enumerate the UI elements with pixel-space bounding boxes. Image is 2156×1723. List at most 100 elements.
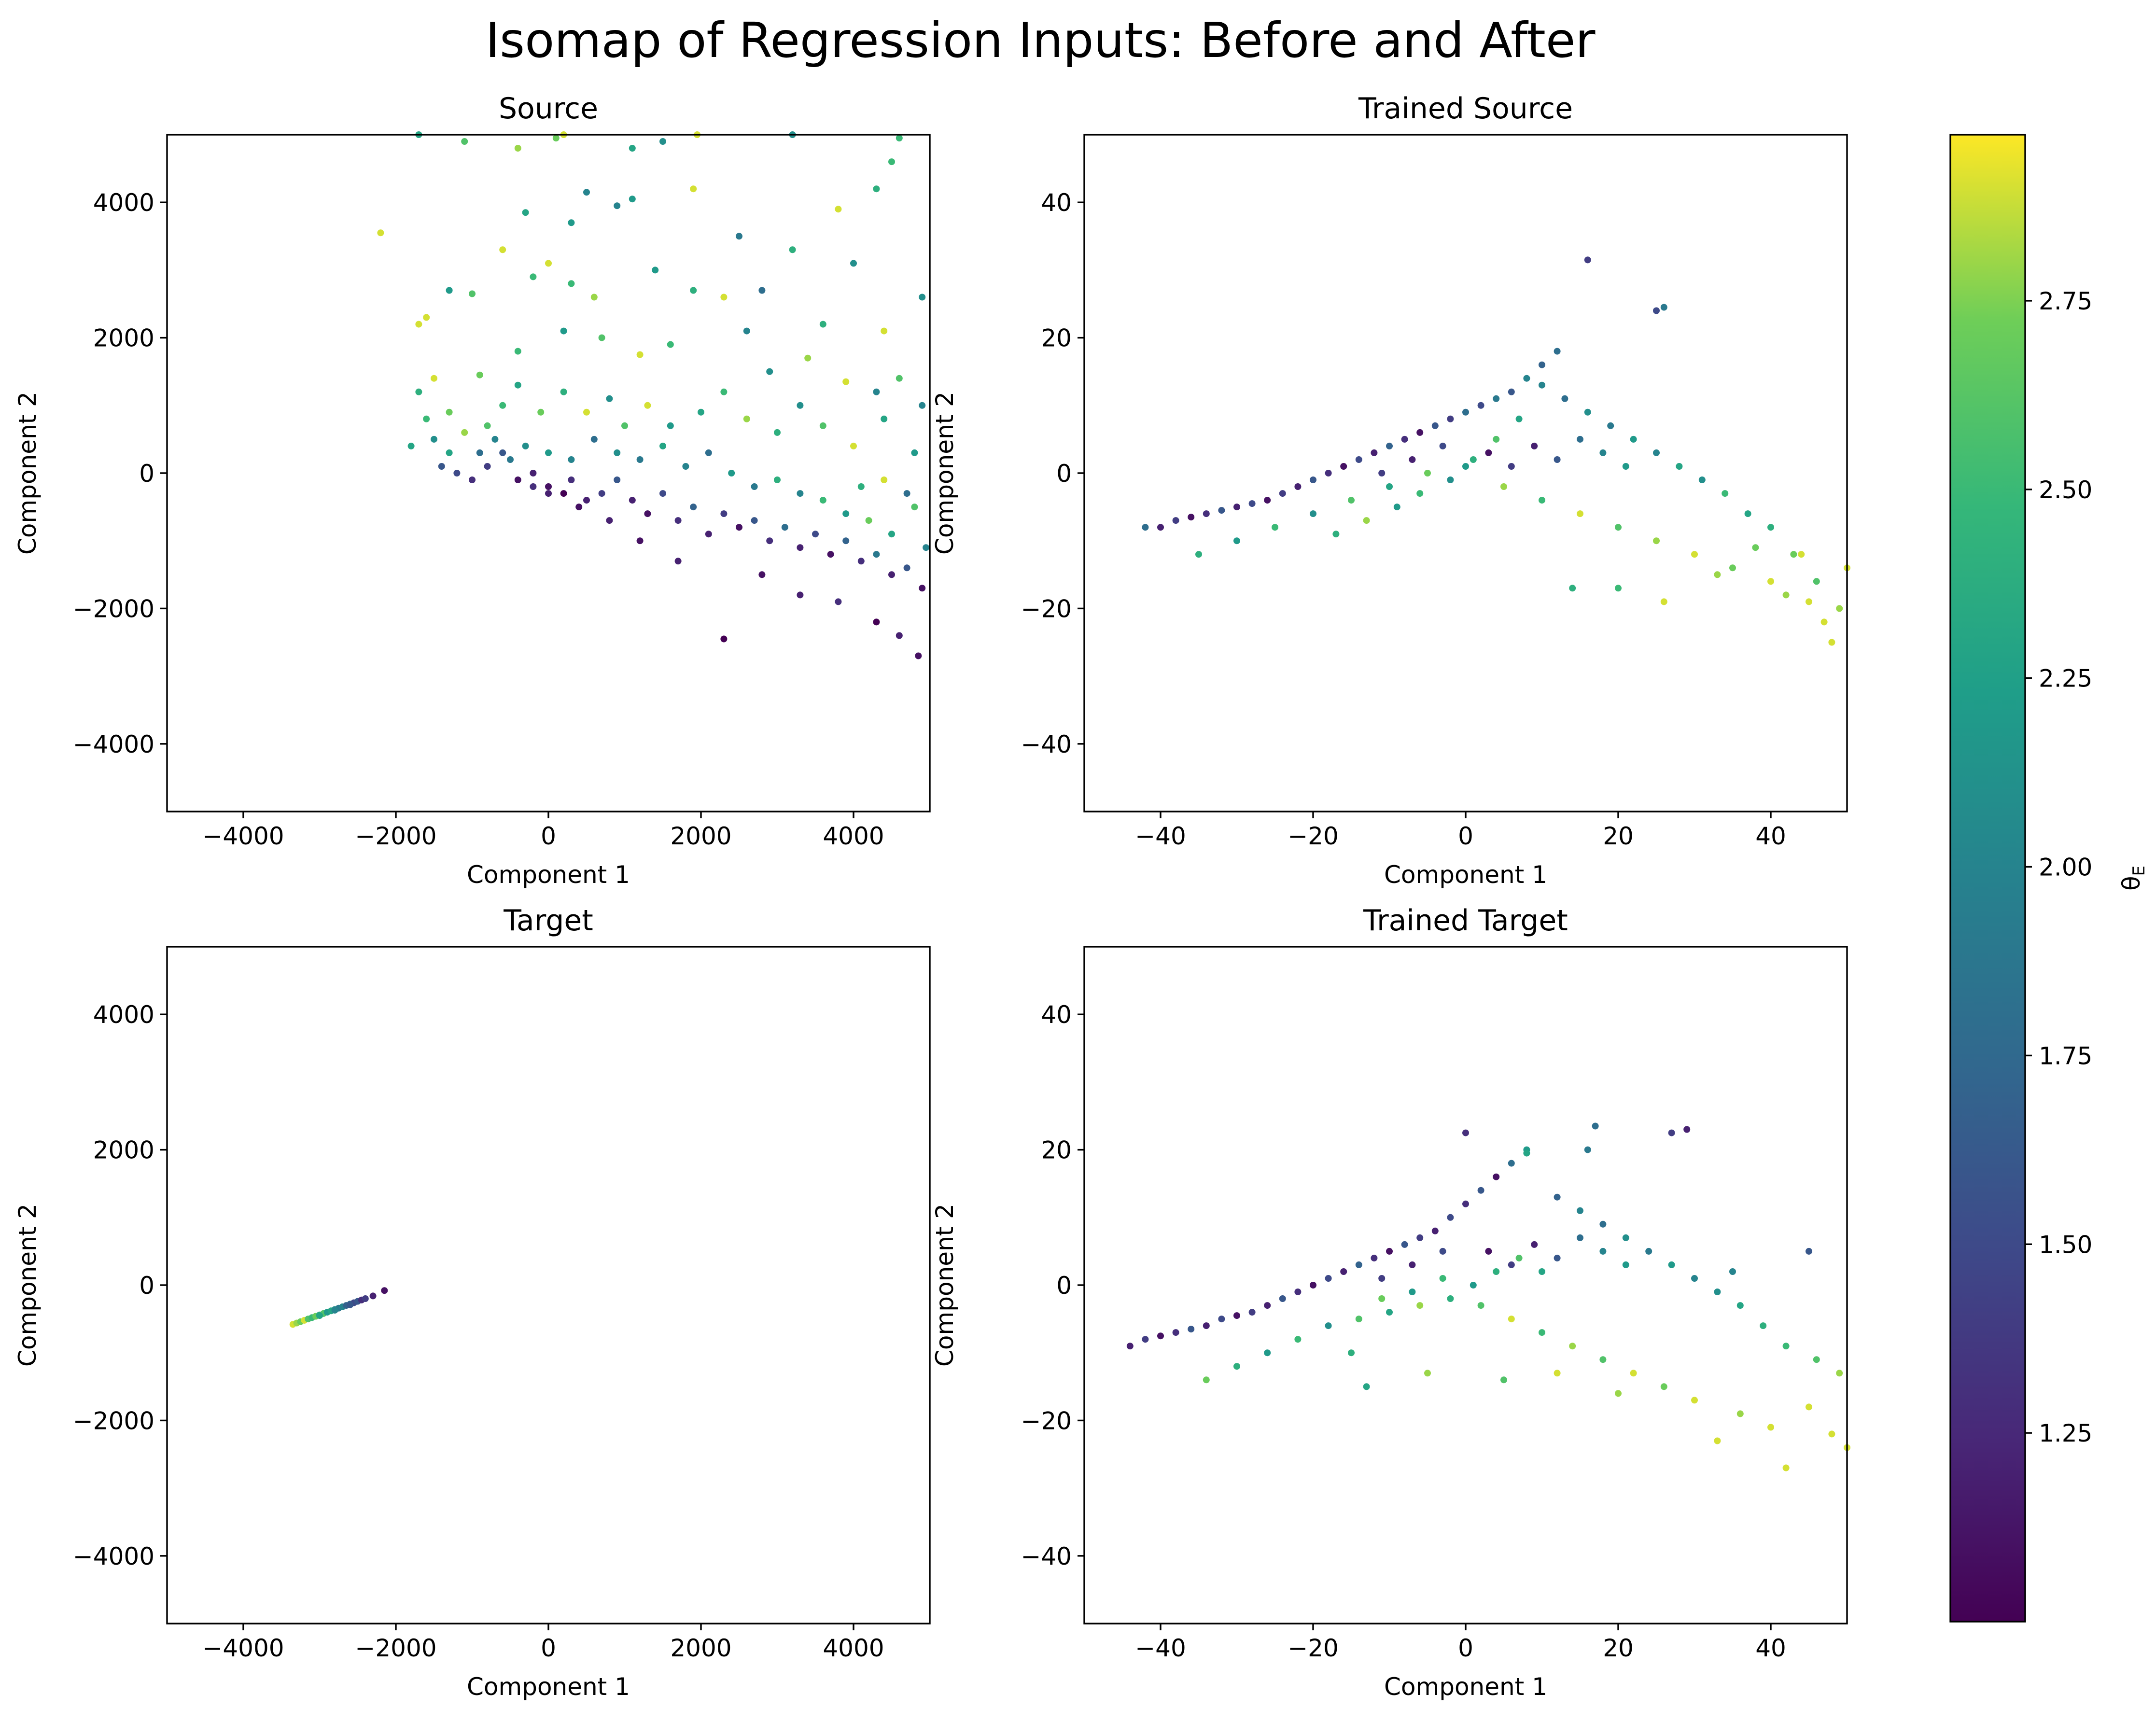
- scatter-point: [751, 517, 758, 524]
- scatter-point: [1782, 1464, 1790, 1471]
- scatter-point: [873, 618, 880, 626]
- scatter-point: [1523, 375, 1530, 382]
- colorbar-tick-label: 2.25: [2039, 665, 2092, 693]
- scatter-point: [1386, 442, 1393, 449]
- scatter-point: [1218, 1316, 1225, 1323]
- scatter-point: [659, 490, 666, 497]
- scatter-point: [1264, 1349, 1271, 1357]
- scatter-point: [1577, 435, 1583, 443]
- scatter-point: [636, 456, 644, 463]
- scatter-point: [1767, 578, 1774, 585]
- scatter-point: [1272, 524, 1278, 531]
- figure-title: Isomap of Regression Inputs: Before and …: [486, 12, 1596, 69]
- scatter-point: [1508, 1160, 1515, 1167]
- x-tick-label: 4000: [823, 822, 884, 850]
- scatter-point: [1294, 1336, 1302, 1343]
- scatter-point: [682, 463, 689, 470]
- scatter-point: [476, 371, 483, 378]
- x-tick-label: −20: [1288, 822, 1339, 850]
- scatter-point: [819, 422, 826, 429]
- scatter-point: [545, 449, 552, 456]
- scatter-point: [407, 442, 415, 449]
- scatter-point: [514, 145, 521, 152]
- x-tick-label: −4000: [202, 822, 284, 850]
- scatter-point: [1806, 1403, 1812, 1411]
- scatter-point: [590, 435, 598, 443]
- scatter-point: [1393, 504, 1400, 511]
- scatter-point: [560, 490, 567, 497]
- scatter-point: [1539, 381, 1545, 389]
- panel-trained-source: −40 −20 0 20 40 −40 −20 0 20 40 Trained Source Comp…: [931, 92, 1850, 889]
- scatter-point: [1813, 1356, 1820, 1363]
- scatter-point: [491, 435, 499, 443]
- scatter-point: [560, 327, 567, 335]
- scatter-point: [1371, 449, 1378, 456]
- scatter-point: [1668, 1261, 1675, 1268]
- scatter-point: [758, 287, 766, 294]
- scatter-point: [446, 408, 453, 416]
- scatter-point: [1493, 435, 1500, 443]
- scatter-point: [1508, 1316, 1515, 1323]
- scatter-point: [1539, 1268, 1545, 1275]
- colorbar-tick-label: 1.25: [2039, 1419, 2092, 1447]
- scatter-point: [888, 571, 895, 578]
- scatter-point: [1416, 1234, 1424, 1241]
- scatter-point: [1462, 1129, 1469, 1136]
- scatter-point: [1523, 1149, 1530, 1157]
- scatter-point: [1424, 1370, 1431, 1377]
- scatter-point: [797, 591, 804, 599]
- x-tick-label: −40: [1135, 1634, 1186, 1662]
- scatter-point: [1188, 1326, 1195, 1333]
- scatter-point: [1470, 456, 1477, 463]
- scatter-point: [911, 449, 918, 456]
- scatter-point: [461, 429, 468, 436]
- scatter-point: [896, 632, 903, 639]
- scatter-point: [1340, 463, 1347, 470]
- scatter-point: [423, 415, 430, 422]
- scatter-point: [598, 334, 605, 341]
- scatter-point: [1447, 476, 1454, 483]
- x-tick-label: 40: [1755, 822, 1786, 850]
- scatter-point: [583, 408, 590, 416]
- scatter-point: [583, 189, 590, 196]
- scatter-point: [1500, 1376, 1507, 1384]
- scatter-point: [1431, 1227, 1439, 1234]
- scatter-point: [1279, 1295, 1286, 1302]
- scatter-point: [1325, 1275, 1332, 1282]
- scatter-point: [1462, 463, 1469, 470]
- scatter-point: [736, 233, 742, 240]
- scatter-point: [431, 375, 437, 382]
- x-axis-label: Component 1: [467, 861, 630, 889]
- scatter-point: [1203, 1322, 1210, 1330]
- scatter-point: [568, 280, 575, 287]
- scatter-point: [659, 442, 666, 449]
- scatter-point: [331, 1306, 338, 1314]
- colorbar-gradient: [1950, 135, 2025, 1622]
- scatter-point: [1653, 537, 1660, 545]
- scatter-point: [923, 544, 930, 551]
- scatter-point: [1577, 1234, 1583, 1241]
- scatter-point: [835, 598, 842, 605]
- scatter-point: [842, 537, 850, 545]
- scatter-point: [461, 138, 468, 145]
- scatter-point: [636, 537, 644, 545]
- scatter-point: [1622, 1234, 1629, 1241]
- x-tick-label: 0: [1458, 1634, 1473, 1662]
- colorbar-label: θE: [2117, 866, 2149, 891]
- scatter-point: [881, 327, 888, 335]
- x-tick-label: 20: [1603, 822, 1634, 850]
- scatter-point: [484, 463, 491, 470]
- y-tick-label: −4000: [73, 730, 154, 758]
- scatter-point: [1515, 1254, 1523, 1261]
- scatter-point: [1630, 1370, 1637, 1377]
- scatter-point: [873, 388, 880, 395]
- y-tick-label: 0: [139, 1272, 154, 1300]
- scatter-point: [1325, 470, 1332, 476]
- scatter-point: [667, 422, 674, 429]
- scatter-point: [1561, 395, 1568, 402]
- scatter-point: [1470, 1282, 1477, 1289]
- scatter-point: [873, 185, 880, 193]
- scatter-point: [1157, 1332, 1164, 1340]
- scatter-point: [568, 456, 575, 463]
- scatter-point: [614, 476, 621, 483]
